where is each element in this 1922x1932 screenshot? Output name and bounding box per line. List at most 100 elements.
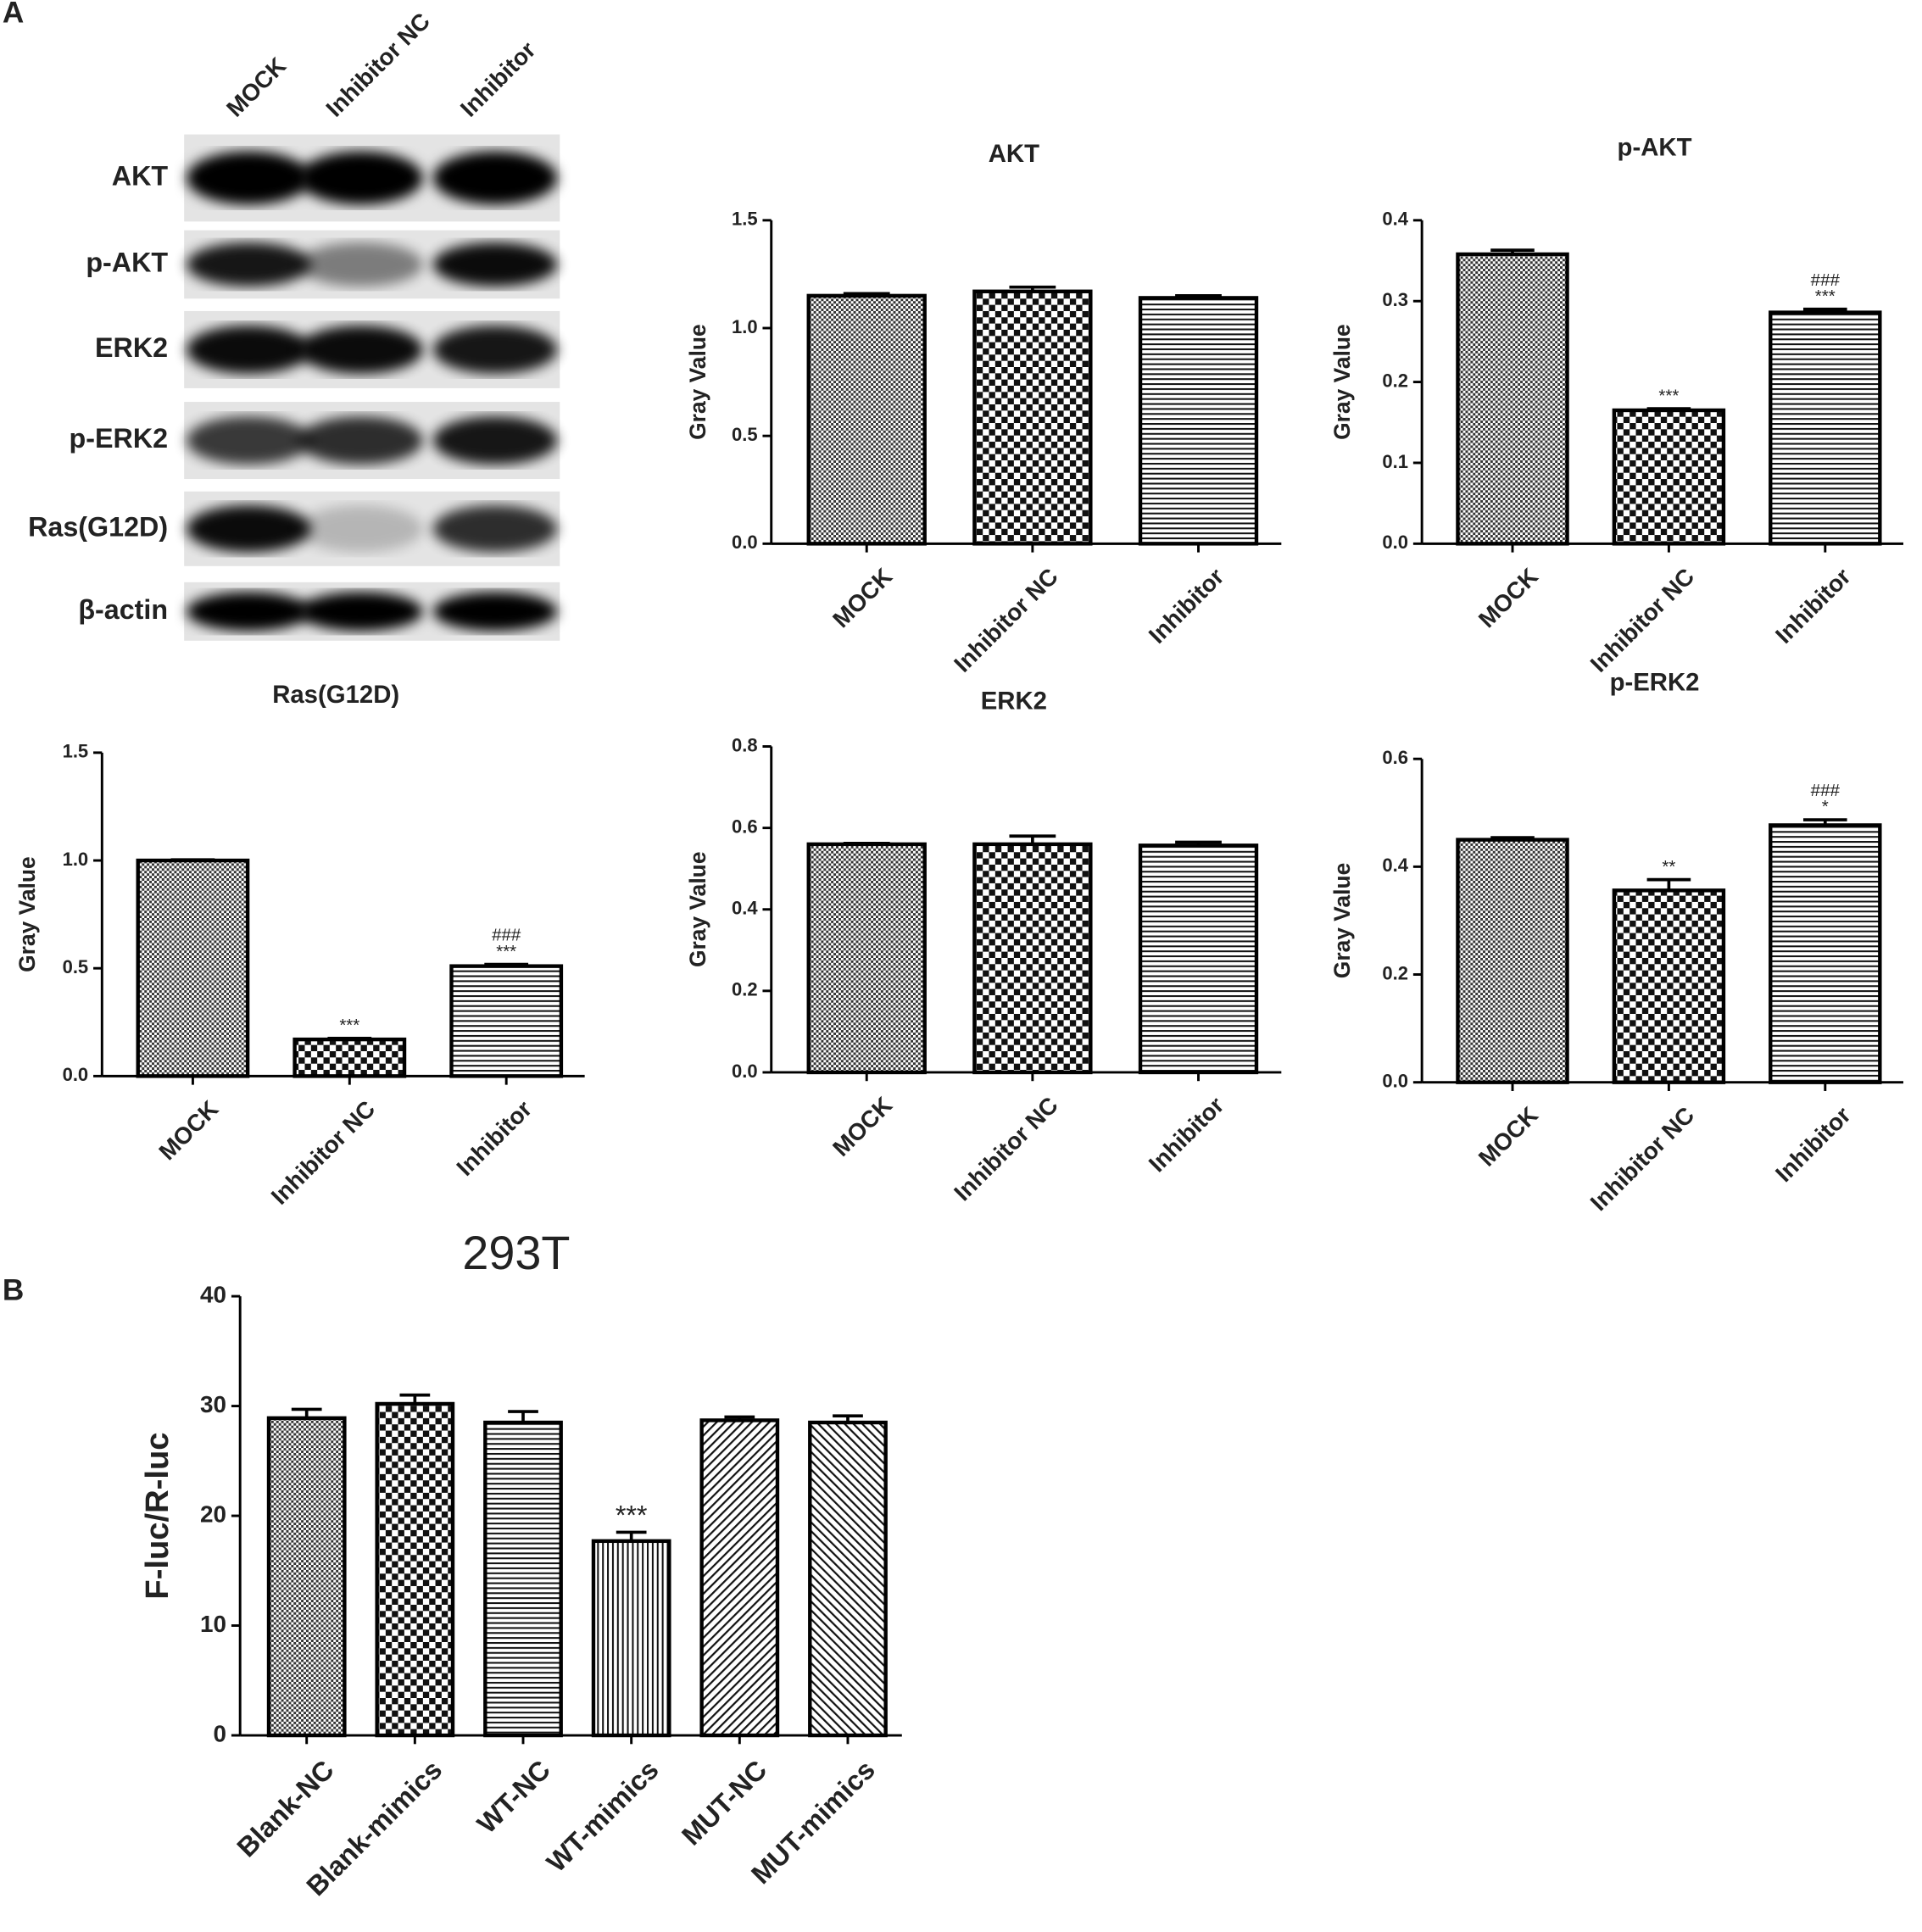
x-tick-label: Inhibitor NC xyxy=(1585,563,1700,677)
blot-band xyxy=(187,151,311,205)
bar xyxy=(1612,408,1726,546)
bar xyxy=(1456,838,1569,1084)
bar xyxy=(375,1401,455,1738)
blot-band xyxy=(298,415,423,465)
x-tick-label: Inhibitor NC xyxy=(266,1095,381,1210)
y-axis-label: Gray Value xyxy=(1329,863,1355,979)
x-tick-label: Inhibitor xyxy=(1770,1101,1856,1187)
protein-label: Ras(G12D) xyxy=(28,511,168,542)
y-tick-label: 0.2 xyxy=(732,979,758,1000)
error-bar xyxy=(1646,877,1691,891)
protein-label: β-actin xyxy=(78,594,168,625)
significance-label: ### xyxy=(1811,270,1841,290)
x-tick-label: Inhibitor NC xyxy=(949,563,1063,677)
chart-title: AKT xyxy=(989,140,1039,168)
chart: AKT Gray Value 0.0 0.5 1.0 1.5 MOCK Inhibitor N… xyxy=(685,140,1282,677)
y-tick-label: 0.0 xyxy=(63,1064,89,1085)
bar xyxy=(972,842,1093,1075)
significance-label: *** xyxy=(496,942,516,961)
blot-band xyxy=(298,325,423,375)
error-bar xyxy=(1490,836,1535,840)
bar xyxy=(483,1420,563,1738)
significance-label: ** xyxy=(1662,857,1675,877)
blot-band xyxy=(187,592,311,632)
error-bar xyxy=(1009,285,1056,292)
y-tick-label: 20 xyxy=(200,1501,226,1527)
significance-label: *** xyxy=(1815,287,1836,306)
blot-band xyxy=(298,504,423,553)
bar xyxy=(699,1418,780,1738)
y-tick-label: 0.2 xyxy=(1382,962,1408,983)
x-tick-label: Inhibitor xyxy=(1144,563,1229,649)
y-axis-label: F-luc/R-luc xyxy=(139,1433,175,1600)
bar xyxy=(136,858,250,1078)
bar xyxy=(1769,823,1882,1084)
y-tick-label: 0.0 xyxy=(1382,1071,1408,1092)
bar xyxy=(292,1037,407,1078)
significance-label: ### xyxy=(492,926,521,945)
blot-band xyxy=(432,242,558,287)
chart-title: p-AKT xyxy=(1618,134,1692,162)
bar xyxy=(806,842,927,1075)
y-tick-label: 0 xyxy=(214,1720,227,1746)
error-bar xyxy=(1802,818,1847,826)
bar xyxy=(449,964,564,1078)
blot-band xyxy=(298,151,423,205)
y-tick-label: 0.0 xyxy=(732,532,758,553)
blot-band xyxy=(298,592,423,632)
error-bar xyxy=(1490,248,1535,254)
protein-label: p-ERK2 xyxy=(70,423,169,454)
error-bar xyxy=(1646,407,1691,410)
x-tick-label: Inhibitor xyxy=(1144,1092,1229,1178)
y-tick-label: 1.0 xyxy=(63,849,89,870)
lane-label: Inhibitor NC xyxy=(320,8,435,122)
y-tick-label: 0.4 xyxy=(1382,209,1408,230)
error-bar xyxy=(724,1415,755,1421)
blot-band xyxy=(432,151,558,205)
error-bar xyxy=(484,962,529,966)
y-tick-label: 1.5 xyxy=(732,209,758,230)
y-tick-label: 0.3 xyxy=(1382,289,1408,310)
error-bar xyxy=(616,1530,647,1541)
blot-band xyxy=(432,325,558,375)
bar xyxy=(806,293,927,546)
y-tick-label: 0.4 xyxy=(732,898,758,919)
error-bar xyxy=(327,1037,372,1040)
bar xyxy=(972,289,1093,546)
western-blot: MOCK Inhibitor NC Inhibitor AKT p-AKT ERK2 p-E… xyxy=(28,8,560,641)
y-axis-label: Gray Value xyxy=(685,851,710,967)
y-tick-label: 30 xyxy=(200,1391,226,1417)
bar xyxy=(1769,310,1882,546)
x-tick-label: Inhibitor xyxy=(451,1095,537,1181)
x-tick-label: MOCK xyxy=(1474,563,1543,632)
x-tick-label: Inhibitor NC xyxy=(1585,1102,1700,1217)
y-tick-label: 0.6 xyxy=(732,816,758,837)
panel-label: B xyxy=(3,1273,24,1306)
y-tick-label: 0.6 xyxy=(1382,747,1408,768)
chart: ERK2 Gray Value 0.0 0.2 0.4 0.6 0.8 MOCK Inhibit… xyxy=(685,687,1282,1205)
bar xyxy=(1456,252,1569,546)
blot-band xyxy=(298,242,423,287)
error-bar xyxy=(508,1410,538,1423)
y-tick-label: 0.1 xyxy=(1382,451,1408,472)
x-tick-label: MOCK xyxy=(827,1092,897,1161)
blot-band xyxy=(187,504,311,553)
bar xyxy=(1138,844,1259,1075)
y-tick-label: 0.2 xyxy=(1382,370,1408,391)
charts: AKT Gray Value 0.0 0.5 1.0 1.5 MOCK Inhibitor N… xyxy=(14,134,1903,1901)
chart-title: p-ERK2 xyxy=(1610,668,1700,696)
bar xyxy=(591,1539,671,1738)
bar xyxy=(266,1416,347,1738)
y-tick-label: 1.0 xyxy=(732,316,758,337)
error-bar xyxy=(833,1414,863,1423)
error-bar xyxy=(1175,294,1222,298)
significance-label: * xyxy=(1822,797,1829,816)
y-axis-label: Gray Value xyxy=(1329,324,1355,440)
error-bar xyxy=(399,1393,431,1404)
blot-band xyxy=(432,415,558,465)
blot-band xyxy=(432,592,558,632)
y-axis-label: Gray Value xyxy=(14,856,40,972)
significance-label: *** xyxy=(616,1501,648,1531)
